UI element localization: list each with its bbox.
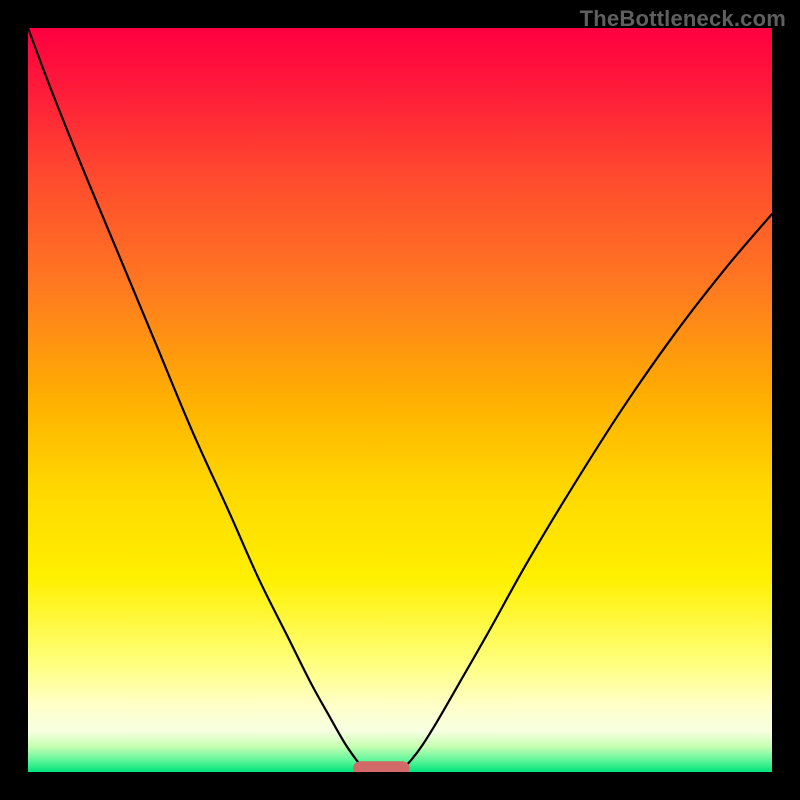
plot-area: [28, 28, 772, 772]
gradient-background: [28, 28, 772, 772]
chart-frame: TheBottleneck.com: [0, 0, 800, 800]
optimal-range-pill: [353, 761, 410, 772]
plot-svg: [28, 28, 772, 772]
